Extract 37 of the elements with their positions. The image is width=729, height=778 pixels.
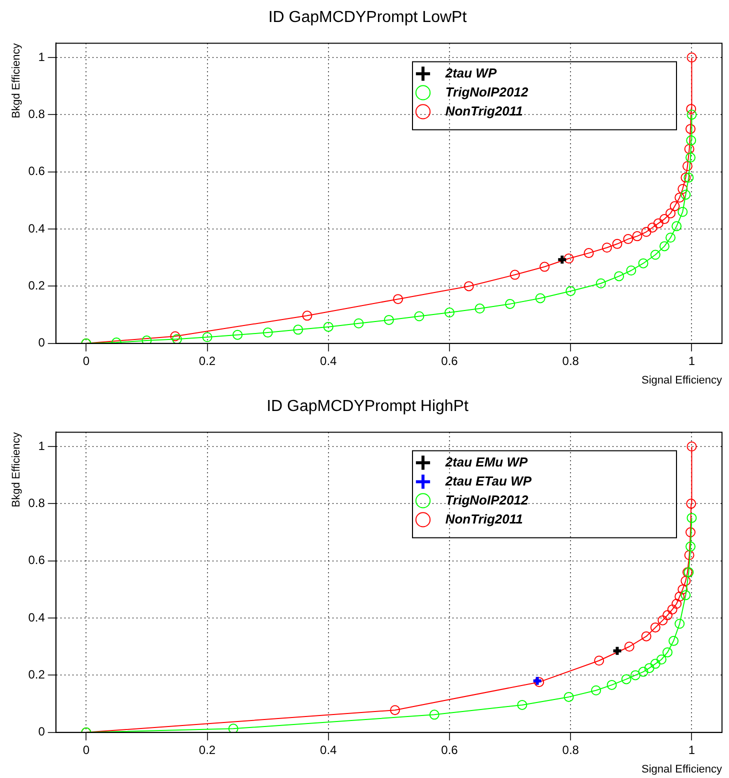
legend-label: NonTrig2011 (434, 103, 620, 118)
y-tick-label: 1 (38, 50, 46, 64)
x-axis-title: Signal Efficiency (641, 763, 722, 776)
legend-label: 2tau EMu WP (434, 454, 625, 470)
y-tick-label: 0.4 (28, 221, 46, 236)
x-tick-label: 0.4 (320, 354, 338, 368)
legend-label: TrigNoIP2012 (434, 84, 626, 100)
y-tick-label: 0 (38, 336, 46, 350)
y-tick-label: 0.6 (28, 553, 46, 568)
y-axis-title: Bkgd Efficiency (10, 432, 23, 508)
y-axis-title: Bkgd Efficiency (10, 42, 23, 118)
x-tick-label: 0.2 (198, 354, 216, 368)
x-tick-label: 1 (688, 742, 696, 757)
x-tick-label: 0 (82, 354, 90, 368)
y-tick-label: 0.4 (28, 610, 46, 624)
y-tick-label: 0.2 (28, 668, 46, 682)
y-tick-label: 0.6 (28, 164, 46, 178)
legend-label: TrigNoIP2012 (434, 492, 626, 508)
x-tick-label: 0.4 (320, 742, 338, 757)
x-tick-label: 0 (82, 742, 90, 757)
y-tick-label: 0.8 (28, 496, 46, 510)
x-tick-label: 1 (688, 354, 696, 368)
x-tick-label: 0.8 (562, 354, 580, 368)
legend-label: NonTrig2011 (434, 511, 620, 526)
chart-title: ID GapMCDYPrompt HighPt (266, 398, 469, 416)
x-tick-label: 0.2 (198, 742, 216, 757)
x-tick-label: 0.8 (562, 742, 580, 757)
legend-label: 2tau WP (434, 65, 594, 80)
legend-label: 2tau ETau WP (434, 473, 629, 488)
y-tick-label: 1 (38, 438, 46, 453)
y-tick-label: 0.2 (28, 278, 46, 293)
x-axis-title: Signal Efficiency (641, 374, 722, 386)
x-tick-label: 0.6 (441, 742, 458, 757)
x-tick-label: 0.6 (441, 354, 458, 368)
chart-title: ID GapMCDYPrompt LowPt (268, 9, 468, 26)
y-tick-label: 0 (38, 724, 46, 739)
y-tick-label: 0.8 (28, 106, 46, 121)
